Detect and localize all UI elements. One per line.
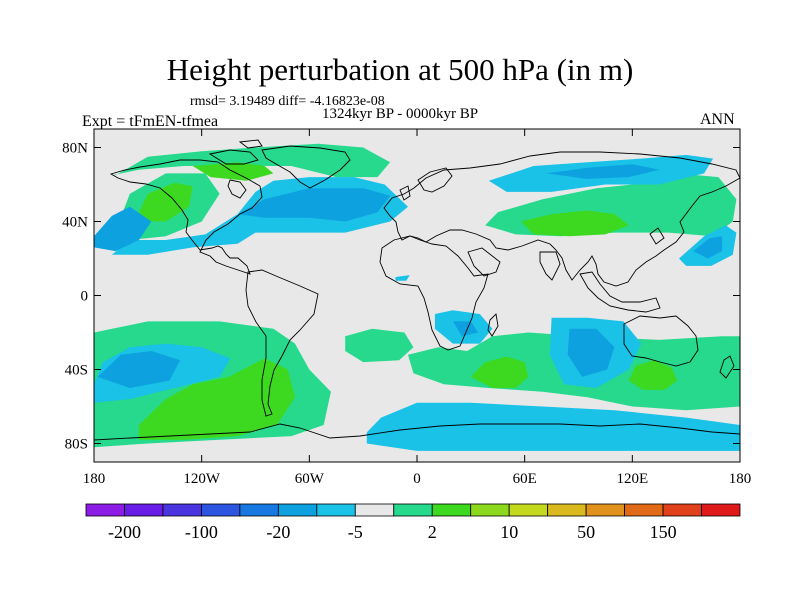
contour-fields	[94, 143, 740, 451]
contour-region-7	[138, 358, 295, 440]
coast-south-america	[245, 269, 319, 417]
axis-ticks	[93, 129, 741, 462]
contour-region-20	[97, 351, 181, 388]
coast-eurasia	[383, 151, 740, 287]
coast-hudson-bay	[227, 179, 247, 199]
coast-arctic-islands	[208, 139, 263, 165]
coast-se-asia	[579, 271, 661, 313]
contour-region-26	[395, 275, 410, 281]
experiment-label: Expt = tFmEN-tfmea	[82, 113, 219, 130]
coast-arabia	[467, 247, 501, 277]
contour-region-5	[521, 210, 629, 237]
colorbar-box-11	[508, 503, 549, 517]
lat-tick-label-4: 80S	[65, 437, 88, 453]
contour-region-25	[567, 328, 615, 377]
colorbar-label-7: 150	[650, 522, 677, 542]
colorbar-label-0: -200	[108, 522, 141, 542]
colorbar-boxes	[85, 503, 741, 517]
coast-madagascar	[487, 313, 499, 337]
contour-region-8	[345, 328, 414, 363]
contour-region-21	[366, 402, 740, 451]
contour-region-11	[628, 360, 678, 390]
lon-tick-label-4: 60E	[513, 471, 537, 487]
coast-british-isles	[399, 185, 411, 201]
coastlines	[94, 139, 740, 441]
lon-tick-label-2: 60W	[295, 471, 325, 487]
colorbar-box-13	[585, 503, 625, 517]
contour-region-14	[94, 206, 152, 252]
lat-tick-label-3: 40S	[65, 363, 88, 379]
colorbar-box-16	[701, 503, 741, 517]
colorbar-box-15	[662, 503, 702, 517]
contour-region-13	[237, 188, 391, 222]
chart-title: Height perturbation at 500 hPa (in m)	[166, 52, 634, 87]
coast-africa	[379, 235, 489, 351]
colorbar-box-0	[85, 503, 125, 517]
colorbar-label-6: 50	[577, 522, 595, 542]
colorbar-label-1: -100	[185, 522, 218, 542]
colorbar-label-5: 10	[500, 522, 518, 542]
lon-tick-label-1: 120W	[183, 471, 221, 487]
season-label: ANN	[700, 111, 735, 128]
stats-line: rmsd= 3.19489 diff= -4.16823e-08	[190, 94, 385, 109]
coast-india	[539, 251, 561, 281]
axis-tick-labels: 80N 40N 0 40S 80S 180 120W 60W 0 60E 120E 180	[62, 141, 751, 488]
colorbar-box-6	[316, 503, 356, 517]
colorbar-label-4: 2	[428, 522, 437, 542]
period-label: 1324kyr BP - 0000kyr BP	[322, 106, 479, 122]
coast-australia	[623, 315, 699, 367]
contour-region-16	[546, 164, 660, 179]
colorbar-box-9	[431, 503, 472, 517]
coast-new-zealand	[719, 355, 735, 379]
lon-tick-label-5: 120E	[616, 471, 648, 487]
contour-region-3	[138, 182, 193, 222]
colorbar-box-2	[162, 503, 202, 517]
lon-tick-label-3: 0	[413, 471, 421, 487]
colorbar-box-12	[547, 503, 587, 517]
contour-region-10	[470, 356, 529, 388]
coast-japan	[649, 227, 665, 245]
lon-tick-label-0: 180	[83, 471, 106, 487]
colorbar-box-5	[277, 503, 318, 517]
colorbar-box-7	[354, 503, 395, 517]
colorbar-labels: -200 -100 -20 -5 2 10 50 150	[108, 522, 677, 542]
contour-region-18	[693, 236, 723, 259]
colorbar-box-14	[624, 503, 664, 517]
colorbar-box-1	[124, 503, 164, 517]
colorbar-label-2: -20	[266, 522, 290, 542]
lon-tick-label-6: 180	[729, 471, 752, 487]
colorbar-box-4	[239, 503, 279, 517]
colorbar-box-8	[393, 503, 433, 517]
lat-tick-label-2: 0	[81, 289, 89, 305]
colorbar-box-3	[201, 503, 241, 517]
coast-greenland	[261, 145, 351, 189]
lat-tick-label-1: 40N	[62, 215, 88, 231]
contour-region-23	[452, 321, 478, 337]
colorbar-box-10	[470, 503, 510, 517]
coast-scandinavia	[417, 167, 453, 193]
contour-region-0	[111, 143, 391, 178]
coast-antarctica	[94, 423, 740, 441]
lat-tick-label-0: 80N	[62, 141, 88, 157]
colorbar-label-3: -5	[348, 522, 363, 542]
coast-north-america	[109, 159, 263, 275]
